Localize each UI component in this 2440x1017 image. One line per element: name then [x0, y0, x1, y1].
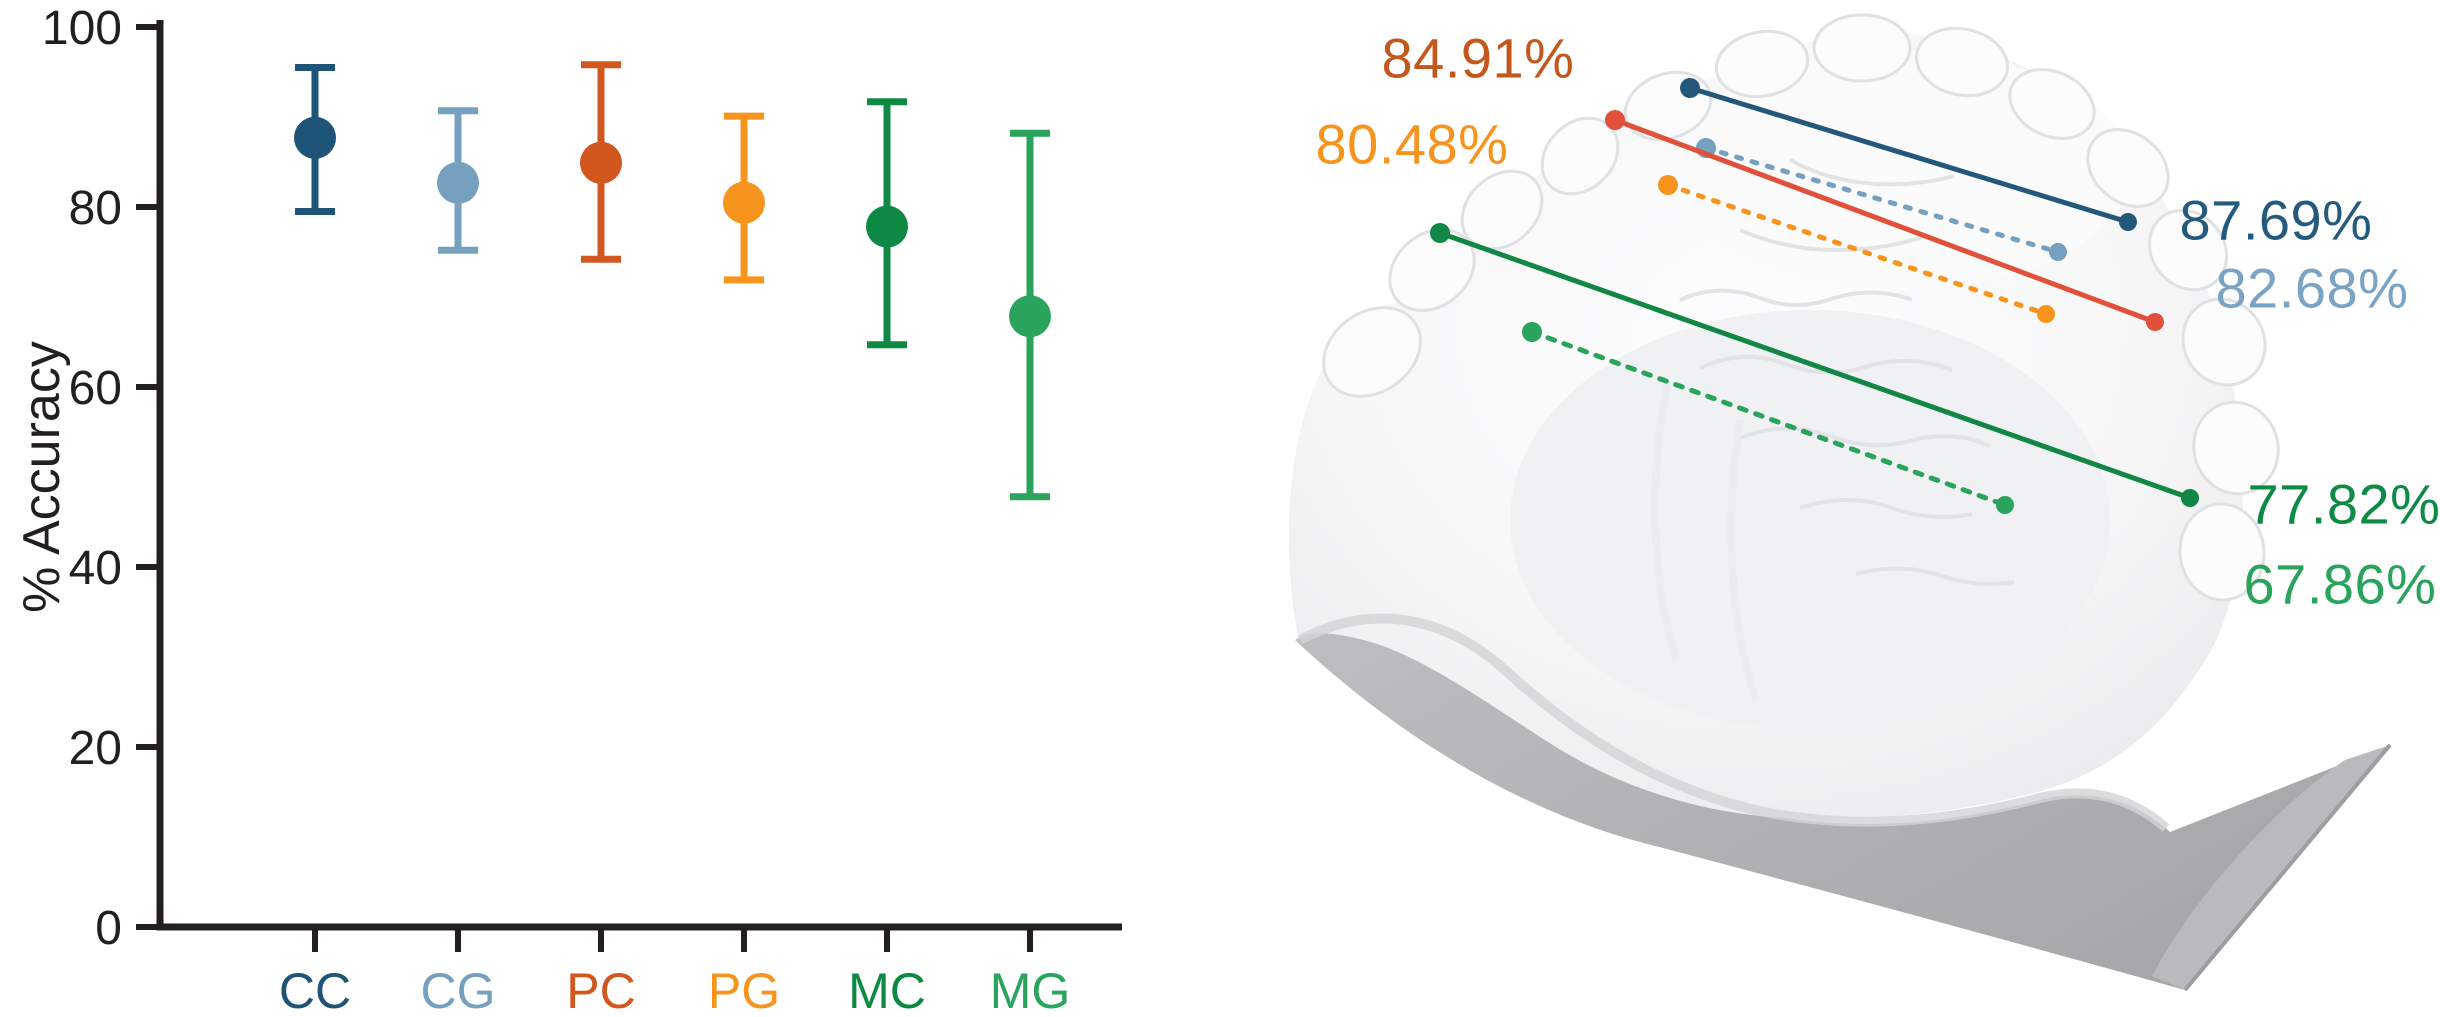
palate-rugae — [1679, 158, 2015, 586]
y-tick-label: 60 — [69, 362, 122, 415]
model-line-MG-start-dot — [1522, 322, 1542, 342]
y-tick-label: 40 — [69, 542, 122, 595]
model-line-CG-end-dot — [2049, 243, 2067, 261]
y-tick-label: 100 — [42, 2, 122, 55]
teeth-row — [1322, 13, 2280, 602]
pedestal-front-face — [1295, 615, 2390, 990]
palate-streaks — [1651, 379, 1760, 702]
accuracy-label-CG: 82.68% — [2215, 256, 2409, 320]
model-line-PG — [1665, 182, 2049, 317]
model-line-MC-start-dot — [1430, 223, 1450, 243]
y-tick-label: 20 — [69, 722, 122, 775]
model-line-MC — [1439, 230, 2191, 501]
category-label-CC: CC — [279, 963, 351, 1017]
model-line-PG-end-dot — [2037, 305, 2055, 323]
palate-shading — [1510, 310, 2110, 730]
cast-base-shadow — [1297, 613, 2170, 832]
category-label-MG: MG — [990, 963, 1071, 1017]
pedestal-edge-ridge — [2183, 743, 2392, 992]
y-tick-label: 80 — [69, 182, 122, 235]
accuracy-label-CC: 87.69% — [2179, 188, 2373, 252]
data-point-PC — [580, 141, 622, 184]
category-label-PG: PG — [708, 963, 780, 1017]
model-line-CC-start-dot — [1680, 78, 1700, 98]
accuracy-label-MG: 67.86% — [2243, 552, 2437, 616]
data-point-MC — [866, 205, 908, 248]
accuracy-label-MC: 77.82% — [2247, 472, 2440, 536]
model-line-CG — [1703, 145, 2061, 255]
category-label-CG: CG — [421, 963, 496, 1017]
y-tick-label: 0 — [95, 902, 122, 955]
model-line-PC-end-dot — [2146, 313, 2164, 331]
data-point-PG — [723, 181, 765, 224]
data-point-MG — [1009, 295, 1051, 338]
model-line-PC-start-dot — [1605, 110, 1625, 130]
data-point-CC — [294, 116, 336, 159]
accuracy-chart: 0 20 40 60 80 100 CC CG PC PG MC MG — [42, 2, 1122, 1017]
accuracy-label-PC: 84.91% — [1381, 26, 1575, 90]
model-line-PC — [1614, 117, 2156, 325]
model-line-CC — [1689, 85, 2129, 225]
model-line-CC-end-dot — [2119, 213, 2137, 231]
category-label-MC: MC — [848, 963, 926, 1017]
data-point-CG — [437, 161, 479, 204]
model-line-PG-start-dot — [1658, 175, 1678, 195]
accuracy-label-PG: 80.48% — [1315, 112, 1509, 176]
model-line-MG — [1529, 329, 2008, 508]
category-label-PC: PC — [566, 963, 635, 1017]
model-line-MC-end-dot — [2181, 489, 2199, 507]
measurement-lines — [1430, 78, 2199, 514]
pedestal-right-face — [2152, 745, 2390, 990]
model-line-MG-end-dot — [1996, 496, 2014, 514]
